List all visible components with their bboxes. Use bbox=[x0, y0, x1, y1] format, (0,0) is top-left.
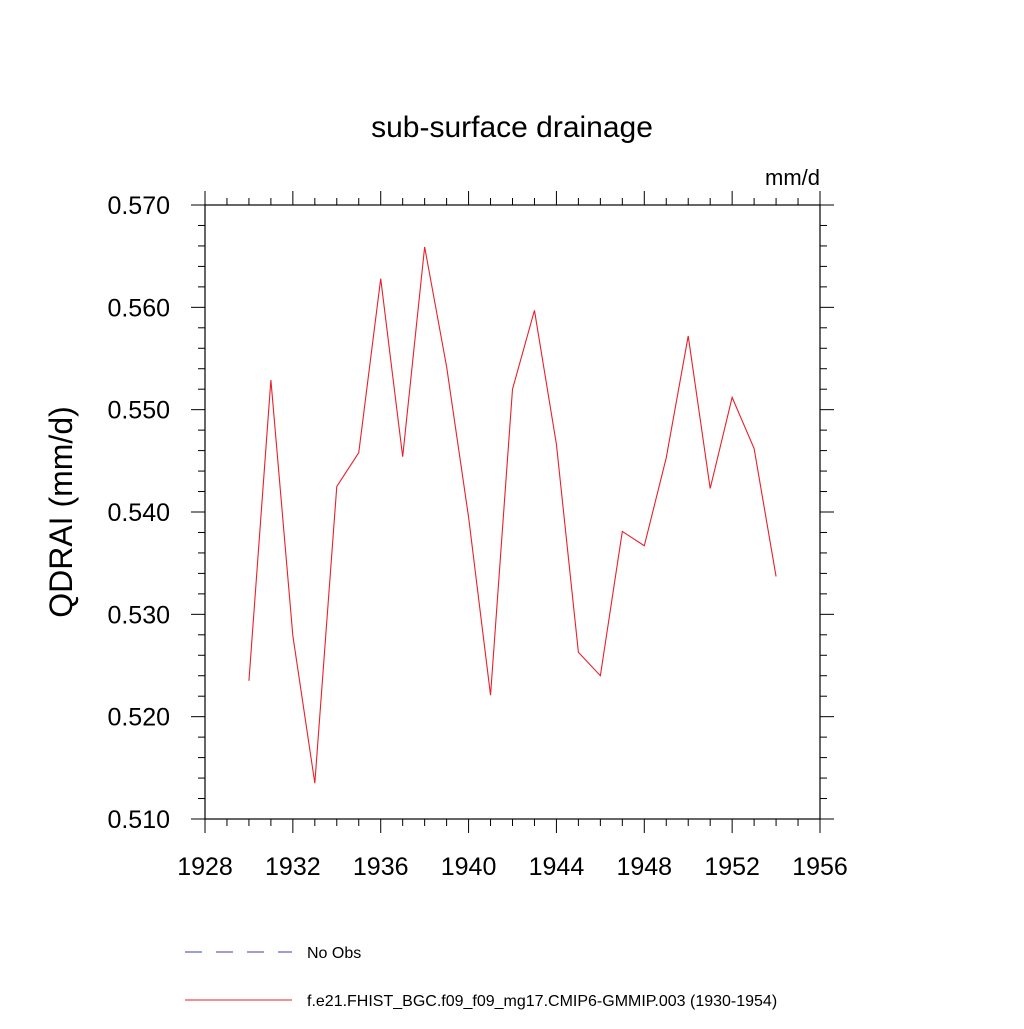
legend: No Obs f.e21.FHIST_BGC.f09_f09_mg17.CMIP6… bbox=[185, 945, 777, 1010]
y-tick-label: 0.520 bbox=[107, 704, 170, 732]
axis-ticks bbox=[191, 191, 834, 833]
x-tick-label: 1936 bbox=[353, 853, 409, 881]
x-tick-label: 1956 bbox=[792, 853, 848, 881]
x-tick-label: 1928 bbox=[177, 853, 233, 881]
y-tick-label: 0.570 bbox=[107, 192, 170, 220]
x-tick-label: 1948 bbox=[616, 853, 672, 881]
y-tick-label: 0.510 bbox=[107, 806, 170, 834]
series-line-0 bbox=[248, 246, 777, 784]
tick-labels: 1928 1932 1936 1940 1944 1948 1952 1956 0.510 0.5… bbox=[107, 192, 847, 881]
y-axis-label: QDRAI (mm/d) bbox=[43, 406, 79, 618]
chart-title: sub-surface drainage bbox=[371, 111, 653, 144]
x-tick-label: 1944 bbox=[529, 853, 585, 881]
y-tick-label: 0.540 bbox=[107, 499, 170, 527]
x-tick-label: 1932 bbox=[265, 853, 321, 881]
x-tick-label: 1940 bbox=[441, 853, 497, 881]
x-tick-label: 1952 bbox=[704, 853, 760, 881]
plot-frame bbox=[204, 204, 821, 820]
series-lines bbox=[248, 246, 777, 784]
y-tick-label: 0.530 bbox=[107, 601, 170, 629]
y-tick-label: 0.550 bbox=[107, 397, 170, 425]
legend-label-1: f.e21.FHIST_BGC.f09_f09_mg17.CMIP6-GMMIP… bbox=[307, 993, 777, 1010]
units-label: mm/d bbox=[765, 165, 820, 190]
y-tick-label: 0.560 bbox=[107, 294, 170, 322]
legend-label-0: No Obs bbox=[307, 945, 361, 962]
